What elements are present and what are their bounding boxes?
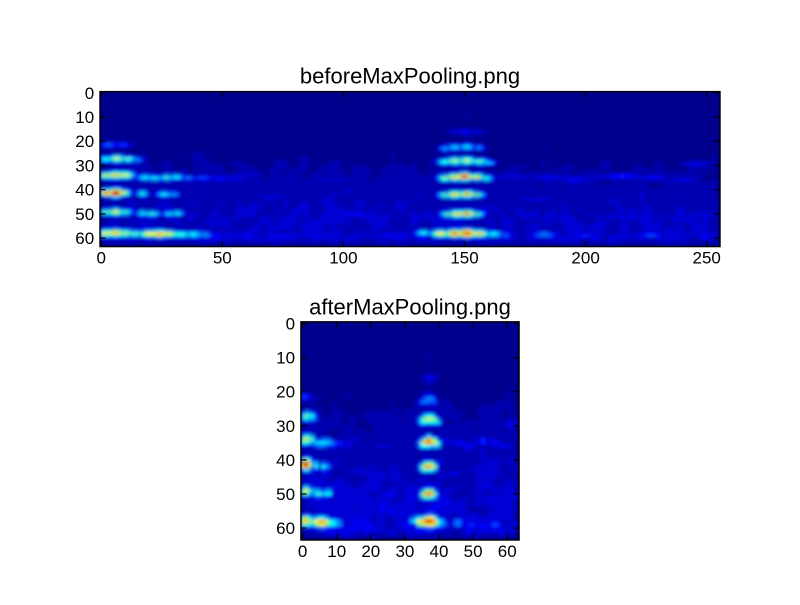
svg-text:10: 10 — [75, 108, 94, 127]
svg-text:0: 0 — [298, 542, 307, 561]
svg-text:20: 20 — [361, 542, 380, 561]
svg-text:200: 200 — [571, 249, 599, 268]
svg-text:40: 40 — [276, 451, 295, 470]
svg-text:150: 150 — [450, 249, 478, 268]
svg-text:20: 20 — [75, 132, 94, 151]
svg-text:beforeMaxPooling.png: beforeMaxPooling.png — [300, 63, 520, 88]
svg-text:50: 50 — [276, 485, 295, 504]
svg-text:30: 30 — [75, 157, 94, 176]
svg-text:100: 100 — [329, 249, 357, 268]
svg-text:0: 0 — [85, 84, 94, 103]
svg-text:60: 60 — [75, 229, 94, 248]
svg-text:50: 50 — [213, 249, 232, 268]
svg-text:250: 250 — [693, 249, 721, 268]
svg-text:0: 0 — [286, 315, 295, 334]
svg-text:afterMaxPooling.png: afterMaxPooling.png — [309, 295, 511, 320]
svg-text:30: 30 — [395, 542, 414, 561]
svg-text:30: 30 — [276, 417, 295, 436]
svg-text:40: 40 — [430, 542, 449, 561]
svg-text:20: 20 — [276, 383, 295, 402]
svg-text:50: 50 — [75, 205, 94, 224]
svg-text:60: 60 — [498, 542, 517, 561]
svg-text:10: 10 — [276, 349, 295, 368]
svg-text:0: 0 — [96, 249, 105, 268]
svg-text:10: 10 — [327, 542, 346, 561]
svg-text:40: 40 — [75, 181, 94, 200]
svg-text:50: 50 — [464, 542, 483, 561]
svg-text:60: 60 — [276, 519, 295, 538]
